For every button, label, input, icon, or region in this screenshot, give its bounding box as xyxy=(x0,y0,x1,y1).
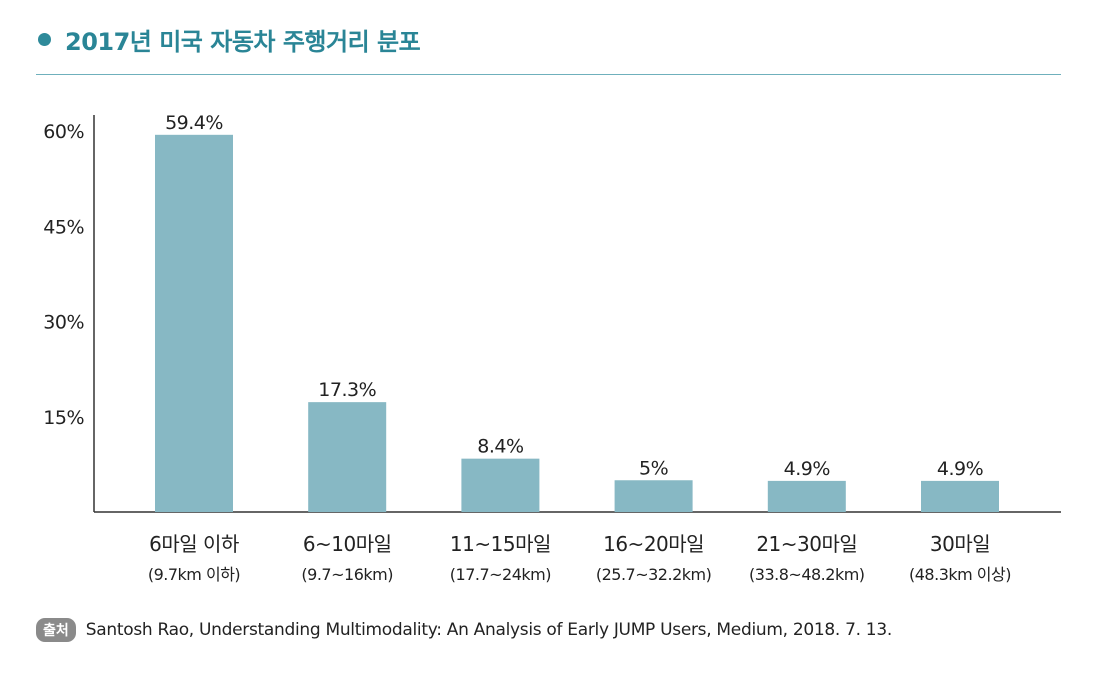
x-category-label: 21~30마일 xyxy=(756,532,857,556)
bar xyxy=(921,480,999,512)
x-category-sublabel: (9.7~16km) xyxy=(301,565,393,584)
y-tick-label: 45% xyxy=(43,216,84,238)
bar-value-label: 5% xyxy=(639,457,668,479)
bar-value-label: 4.9% xyxy=(937,458,983,480)
bar xyxy=(461,458,540,512)
source-text: Santosh Rao, Understanding Multimodality… xyxy=(85,620,892,640)
x-category-label: 6마일 이하 xyxy=(149,532,239,556)
x-category-sublabel: (17.7~24km) xyxy=(450,565,551,584)
bar xyxy=(308,402,387,512)
x-category-label: 30마일 xyxy=(930,532,990,556)
source-badge: 출처 xyxy=(36,618,76,642)
x-category-label: 11~15마일 xyxy=(450,532,551,556)
bar-value-label: 59.4% xyxy=(165,112,223,134)
bar-value-label: 4.9% xyxy=(784,458,830,480)
x-category-label: 6~10마일 xyxy=(303,532,392,556)
bar-value-label: 8.4% xyxy=(477,436,523,458)
source-note: 출처 Santosh Rao, Understanding Multimodal… xyxy=(36,618,892,642)
chart-title-row: 2017년 미국 자동차 주행거리 분포 xyxy=(38,22,421,57)
x-category-sublabel: (48.3km 이상) xyxy=(909,565,1011,584)
x-category-label: 16~20마일 xyxy=(603,532,704,556)
bar xyxy=(767,480,846,512)
bar xyxy=(155,134,233,512)
x-category-sublabel: (33.8~48.2km) xyxy=(749,565,865,584)
bar-value-label: 17.3% xyxy=(318,379,376,401)
title-divider xyxy=(36,74,1061,75)
y-tick-label: 60% xyxy=(43,121,84,143)
title-bullet-icon xyxy=(38,33,51,46)
x-category-sublabel: (25.7~32.2km) xyxy=(596,565,712,584)
bar xyxy=(614,480,693,512)
x-category-sublabel: (9.7km 이하) xyxy=(148,565,240,584)
y-tick-label: 15% xyxy=(43,407,84,429)
page-title: 2017년 미국 자동차 주행거리 분포 xyxy=(65,28,421,56)
y-tick-label: 30% xyxy=(43,312,84,334)
